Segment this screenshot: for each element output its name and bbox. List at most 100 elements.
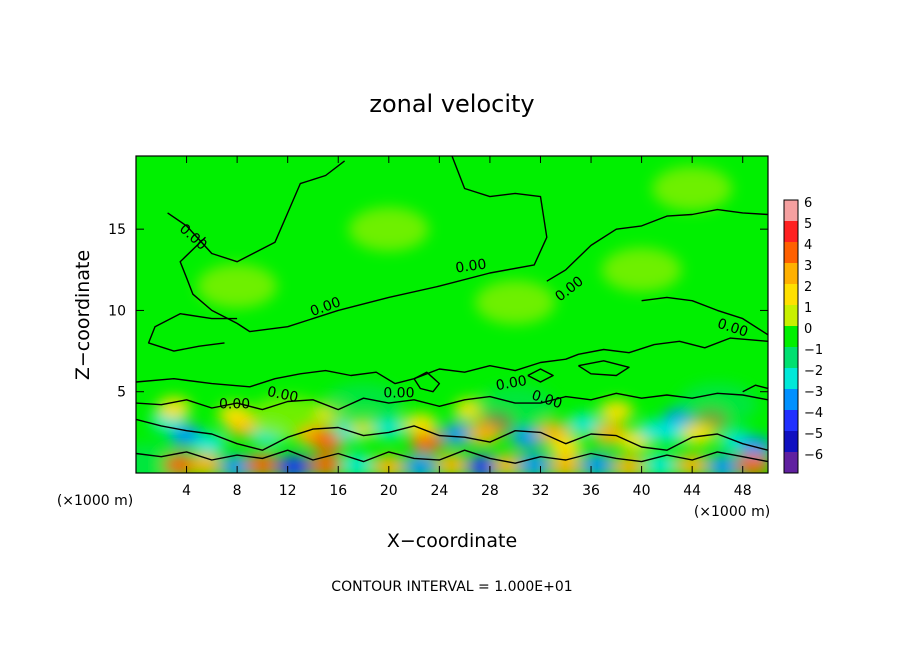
field-cell-57 xyxy=(677,382,758,427)
x-unit-right: (×1000 m) xyxy=(694,504,770,520)
field-cell-2 xyxy=(192,432,227,455)
field-cell-62 xyxy=(652,166,733,211)
colorbar-swatch-3 xyxy=(784,263,798,284)
field-cell-60 xyxy=(601,247,682,292)
y-axis-label: Z−coordinate xyxy=(72,250,94,380)
field-cell-42 xyxy=(491,453,526,473)
y-tick-label-5: 5 xyxy=(117,385,126,401)
field-cell-33 xyxy=(220,455,255,473)
field-cell-44 xyxy=(548,455,583,473)
x-axis-label: X−coordinate xyxy=(387,530,517,552)
field-cell-51 xyxy=(156,396,191,419)
field-cell-37 xyxy=(340,453,375,473)
field-cell-59 xyxy=(475,280,556,325)
contour-label-8: 0.00 xyxy=(495,373,528,394)
colorbar-label-6: 0 xyxy=(804,322,812,337)
contour-line-6 xyxy=(136,392,768,411)
contour-line-5 xyxy=(641,296,768,336)
contour-line-8 xyxy=(136,449,768,464)
velocity-field xyxy=(136,166,768,473)
colorbar-label-7: −1 xyxy=(804,343,823,358)
colorbar-swatch-10 xyxy=(784,410,798,431)
colorbar-label-2: 4 xyxy=(804,238,812,253)
field-cell-50 xyxy=(735,453,768,473)
contour-line-7 xyxy=(136,418,768,451)
field-cell-46 xyxy=(611,455,646,473)
colorbar-label-12: −6 xyxy=(804,448,823,463)
colorbar-swatch-9 xyxy=(784,389,798,410)
contour-label-2: 0.00 xyxy=(454,256,487,276)
colorbar-swatch-4 xyxy=(784,284,798,305)
colorbar-label-0: 6 xyxy=(804,196,812,211)
colorbar-label-3: 3 xyxy=(804,259,812,274)
colorbar-swatch-11 xyxy=(784,431,798,452)
field-cell-55 xyxy=(323,382,404,427)
colorbar-frame xyxy=(783,199,799,474)
x-unit-left: (×1000 m) xyxy=(57,493,133,509)
x-tick-label-48: 48 xyxy=(734,483,752,499)
colorbar-swatch-6 xyxy=(784,326,798,347)
field-cell-20 xyxy=(567,413,602,436)
contour-lines xyxy=(136,156,768,464)
x-tick-label-4: 4 xyxy=(182,483,191,499)
x-tick-label-32: 32 xyxy=(532,483,550,499)
y-tick-label-10: 10 xyxy=(108,303,126,319)
contour-line-11 xyxy=(527,368,554,383)
colorbar-label-10: −4 xyxy=(804,406,823,421)
plot-frame xyxy=(135,155,769,474)
field-cell-34 xyxy=(245,453,280,473)
x-tick-label-28: 28 xyxy=(481,483,499,499)
field-cell-14 xyxy=(441,422,476,445)
contour-label-5: 0.00 xyxy=(266,384,300,406)
x-tick-label-12: 12 xyxy=(279,483,297,499)
x-tick-label-8: 8 xyxy=(233,483,242,499)
field-cell-49 xyxy=(706,455,741,473)
contour-label-6: 0.00 xyxy=(219,397,250,413)
contour-line-10 xyxy=(578,360,630,377)
field-cell-4 xyxy=(217,403,252,426)
field-cell-38 xyxy=(371,455,406,473)
field-cell-12 xyxy=(409,431,444,454)
x-tick-label-44: 44 xyxy=(683,483,701,499)
colorbar-swatch-5 xyxy=(784,305,798,326)
x-tick-label-20: 20 xyxy=(380,483,398,499)
field-cell-32 xyxy=(188,453,223,473)
field-cell-35 xyxy=(277,455,311,473)
x-tick-label-24: 24 xyxy=(430,483,448,499)
colorbar-label-1: 5 xyxy=(804,217,812,232)
field-cell-43 xyxy=(517,453,552,473)
colorbar-swatch-12 xyxy=(784,452,798,473)
field-cell-56 xyxy=(475,385,556,430)
chart-title: zonal velocity xyxy=(369,90,534,118)
field-cell-45 xyxy=(580,453,615,473)
field-cell-41 xyxy=(466,455,501,473)
colorbar-label-11: −5 xyxy=(804,427,823,442)
colorbar-swatch-2 xyxy=(784,242,798,263)
x-tick-label-40: 40 xyxy=(633,483,651,499)
contour-line-0 xyxy=(167,160,346,263)
contour-label-7: 0.00 xyxy=(383,385,414,401)
colorbar-label-9: −3 xyxy=(804,385,823,400)
colorbar-label-4: 2 xyxy=(804,280,812,295)
colorbar-swatch-1 xyxy=(784,221,798,242)
field-cell-19 xyxy=(548,435,583,458)
field-cell-58 xyxy=(348,207,429,252)
x-tick-label-16: 16 xyxy=(329,483,347,499)
field-cell-13 xyxy=(403,413,438,436)
field-cell-27 xyxy=(681,422,716,445)
colorbar: 6 5 4 3 2 1 0 −1 −2 −3 −4 −5 −6 xyxy=(783,196,823,474)
contour-line-9 xyxy=(413,371,441,393)
contour-line-4 xyxy=(546,208,768,282)
field-cell-61 xyxy=(197,264,278,309)
field-cell-25 xyxy=(656,421,691,444)
y-axis-ticks: 5 10 15 xyxy=(108,222,768,401)
colorbar-label-8: −2 xyxy=(804,364,823,379)
colorbar-label-5: 1 xyxy=(804,301,812,316)
field-cell-54 xyxy=(599,400,634,423)
contour-line-3 xyxy=(136,337,768,388)
colorbar-swatch-8 xyxy=(784,368,798,389)
y-tick-label-15: 15 xyxy=(108,222,126,238)
contour-line-2 xyxy=(147,313,238,352)
x-axis-ticks: 4 8 12 16 20 24 28 32 36 40 44 48 xyxy=(182,156,752,499)
